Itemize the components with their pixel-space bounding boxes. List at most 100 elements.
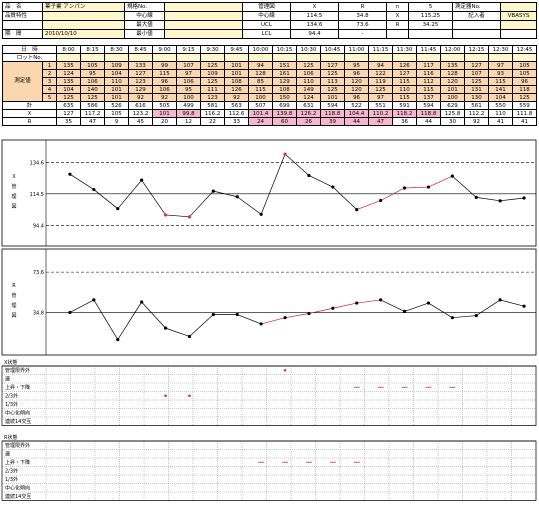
data-point (426, 185, 431, 189)
series-segment (213, 190, 238, 198)
series-segment (117, 301, 142, 340)
data-point (259, 212, 263, 216)
data-point (331, 185, 335, 189)
series-segment (141, 301, 166, 329)
data-point (187, 334, 192, 339)
status-mark (188, 394, 191, 398)
r-label: R (1, 117, 58, 126)
x-status-row-label: 連 (5, 376, 10, 383)
status-mark (164, 394, 167, 398)
data-point (283, 316, 287, 320)
series-segment (452, 315, 477, 319)
series-segment (261, 317, 286, 325)
r-status-row-label: 連 (5, 451, 10, 458)
r-cell: 41 (512, 117, 538, 126)
data-point (355, 301, 359, 305)
series-segment (308, 307, 333, 314)
data-point (283, 152, 287, 156)
series-segment (284, 313, 310, 319)
x-status-title: X状態 (4, 359, 17, 366)
status-frame (1, 440, 537, 501)
data-point (211, 312, 215, 317)
x-status-row-label: 連続14交互 (5, 418, 31, 425)
data-point (402, 186, 407, 190)
center-line-label: 34.8 (33, 311, 44, 317)
chart-frame (1, 248, 537, 356)
r-status-title: R状態 (4, 434, 17, 441)
chart-axis-label: 管 (11, 292, 16, 299)
series-segment (428, 302, 453, 318)
series-segment (260, 154, 286, 215)
series-segment (380, 299, 405, 312)
status-frame (1, 365, 537, 426)
series-segment (93, 189, 118, 209)
series-segment (404, 302, 429, 312)
data-point (307, 173, 311, 178)
data-point (450, 174, 454, 178)
series-segment (476, 299, 501, 316)
data-point (355, 208, 359, 212)
series-segment (189, 314, 214, 337)
header-table: 品 名 菓子業 アンパン 規格No. 管理図 X R n 5 測定器No. 品質… (2, 2, 537, 39)
data-point (474, 195, 478, 199)
r-status-row-label: 1/3外 (5, 476, 18, 483)
series-segment (332, 186, 357, 210)
chart-axis-label: 理 (11, 194, 16, 200)
center-line-label: 114.5 (30, 192, 44, 198)
data-point (474, 313, 478, 318)
data-point (163, 326, 168, 330)
chart-axis-label: 管 (11, 183, 16, 190)
data-point (259, 322, 263, 326)
x-status-row-label: 上昇・下降 (5, 384, 30, 391)
series-segment (404, 186, 429, 189)
series-segment (117, 179, 142, 209)
chart-axis-label: R (12, 283, 16, 289)
series-segment (500, 299, 525, 307)
x-status-row-label: 中心化傾向 (5, 410, 30, 417)
series-segment (237, 196, 262, 215)
lcl-line-label: 94.4 (33, 223, 44, 229)
series-segment (237, 314, 262, 325)
data-point (426, 301, 431, 305)
data-point (163, 213, 168, 217)
r-status-row-label: 2/3外 (5, 468, 18, 475)
r-status-row-label: 連続14交互 (5, 493, 31, 500)
data-point (331, 306, 335, 310)
data-point (402, 309, 407, 313)
x-status-row-label: 2/3外 (5, 393, 18, 400)
data-point (116, 338, 120, 342)
chart-axis-label: 図 (11, 204, 16, 210)
data-point (92, 298, 96, 302)
chart-axis-label: X (12, 174, 16, 180)
data-point (92, 187, 96, 192)
series-segment (165, 327, 190, 337)
series-segment (332, 302, 357, 309)
data-point (307, 311, 311, 316)
series-segment (284, 153, 310, 176)
ucl-line-label: 73.6 (33, 270, 44, 276)
x-status-row-label: 1/3外 (5, 401, 18, 408)
measurement-table: 日 時 8:00 8:15 8:30 8:45 9:00 9:15 9:30 9:45 10:00… (1, 45, 538, 126)
series-segment (93, 299, 119, 340)
series-segment (380, 187, 405, 201)
r-status-row-label: 管理限界外 (5, 442, 30, 449)
series-segment (452, 175, 477, 198)
measurement-label: 測定値 (2, 61, 43, 102)
chart-axis-label: 図 (11, 313, 16, 319)
status-mark (283, 368, 287, 372)
series-segment (189, 190, 214, 218)
r-status-row-label: 上昇・下降 (5, 459, 30, 466)
series-segment (141, 179, 166, 216)
series-segment (476, 197, 501, 202)
data-point (140, 178, 144, 182)
chart-frame (1, 139, 537, 247)
series-segment (500, 197, 525, 202)
series-segment (165, 214, 190, 218)
data-point (235, 195, 239, 199)
data-point (379, 198, 383, 203)
ucl-line-label: 134.6 (30, 160, 44, 166)
data-point (498, 298, 502, 302)
data-point (379, 298, 383, 302)
data-point (498, 199, 502, 203)
